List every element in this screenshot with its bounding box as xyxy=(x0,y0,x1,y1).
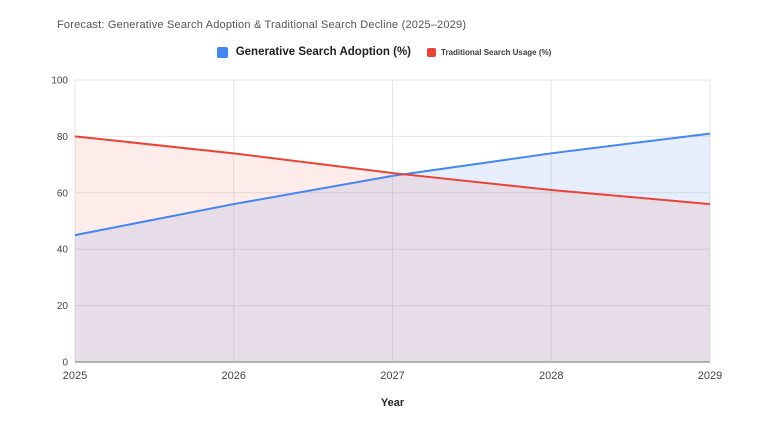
y-tick-label: 20 xyxy=(57,301,69,312)
legend-label-traditional: Traditional Search Usage (%) xyxy=(441,47,552,57)
legend-swatch-generative xyxy=(216,46,228,58)
x-tick-label: 2029 xyxy=(698,370,722,382)
series-area-1 xyxy=(75,136,710,362)
y-tick-label: 0 xyxy=(62,358,68,369)
legend-label-generative: Generative Search Adoption (%) xyxy=(235,46,412,58)
y-tick-label: 60 xyxy=(57,188,69,199)
x-axis-title: Year xyxy=(380,397,405,409)
x-tick-label: 2027 xyxy=(380,370,404,382)
y-tick-label: 100 xyxy=(51,76,68,87)
legend-swatch-traditional xyxy=(427,47,437,57)
x-tick-label: 2026 xyxy=(222,370,246,382)
x-tick-label: 2028 xyxy=(539,370,563,382)
y-tick-label: 80 xyxy=(57,132,69,143)
y-tick-label: 40 xyxy=(57,245,69,256)
chart-title: Forecast: Generative Search Adoption & T… xyxy=(57,19,467,31)
legend-item-generative: Generative Search Adoption (%) xyxy=(216,46,412,58)
legend-item-traditional: Traditional Search Usage (%) xyxy=(427,47,552,57)
series-line-1 xyxy=(74,135,711,206)
legend: Generative Search Adoption (%) Tradition… xyxy=(0,46,768,58)
x-tick-label: 2025 xyxy=(63,370,87,382)
series-line-0 xyxy=(74,132,711,237)
